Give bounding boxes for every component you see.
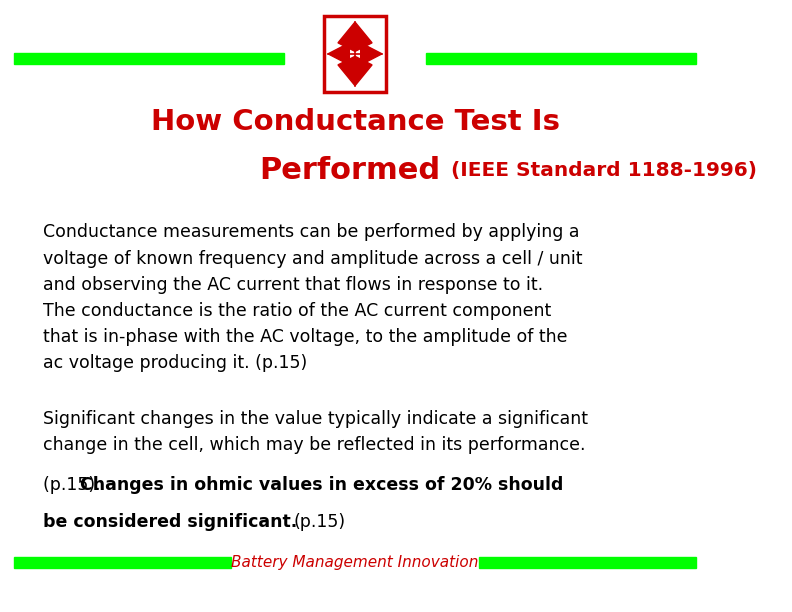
Text: (p.15): (p.15): [293, 513, 345, 531]
Text: Conductance measurements can be performed by applying a
voltage of known frequen: Conductance measurements can be performe…: [43, 223, 582, 372]
Polygon shape: [338, 56, 372, 86]
Text: Performed: Performed: [259, 155, 440, 185]
Text: Changes in ohmic values in excess of 20% should: Changes in ohmic values in excess of 20%…: [80, 476, 564, 494]
Text: How Conductance Test Is: How Conductance Test Is: [150, 108, 559, 136]
Bar: [479, 557, 696, 568]
Text: Significant changes in the value typically indicate a significant
change in the : Significant changes in the value typical…: [43, 410, 588, 454]
Text: (IEEE Standard 1188-1996): (IEEE Standard 1188-1996): [451, 160, 757, 180]
Bar: [426, 53, 696, 64]
Polygon shape: [328, 43, 349, 65]
Polygon shape: [360, 43, 382, 65]
Bar: [324, 16, 386, 92]
Bar: [14, 53, 284, 64]
Polygon shape: [338, 22, 372, 51]
Bar: [14, 557, 230, 568]
Text: Battery Management Innovation: Battery Management Innovation: [231, 555, 478, 570]
Text: be considered significant.: be considered significant.: [43, 513, 297, 531]
Text: (p.15).: (p.15).: [43, 476, 105, 494]
